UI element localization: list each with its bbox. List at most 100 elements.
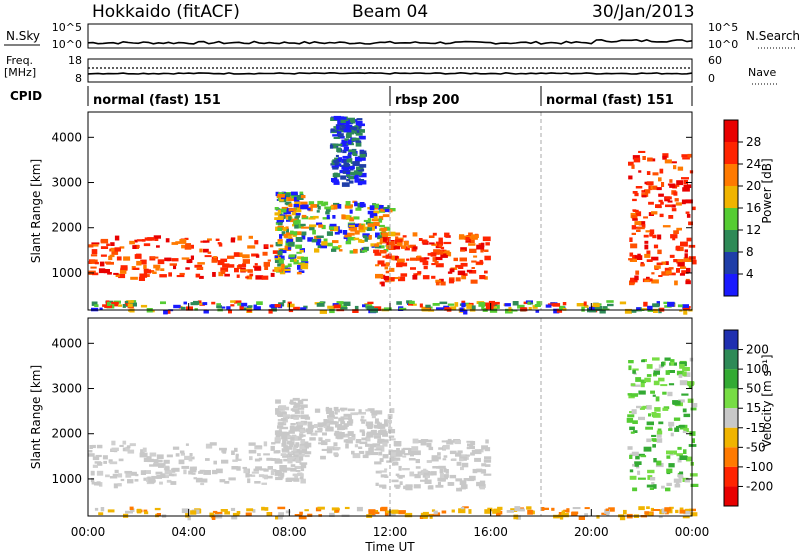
data-cell (488, 300, 495, 306)
data-cell (236, 466, 241, 471)
data-cell (584, 513, 588, 517)
data-cell (384, 510, 390, 516)
data-cell (677, 259, 683, 263)
data-cell (280, 426, 289, 430)
data-cell (469, 239, 475, 243)
data-cell (443, 474, 449, 478)
data-cell (335, 509, 340, 513)
data-cell (484, 249, 489, 252)
data-cell (118, 304, 123, 307)
data-cell (440, 473, 444, 476)
data-cell (632, 420, 638, 424)
colorbar-swatch (724, 427, 738, 448)
data-cell (460, 506, 465, 510)
data-cell (380, 429, 387, 432)
data-cell (647, 305, 653, 310)
data-cell (351, 120, 356, 124)
data-cell (203, 240, 210, 243)
data-cell (326, 242, 333, 247)
data-cell (656, 433, 662, 438)
data-cell (292, 447, 297, 452)
data-cell (556, 308, 563, 313)
data-cell (419, 257, 427, 263)
data-cell (421, 512, 429, 518)
data-cell (340, 307, 348, 310)
data-cell (140, 449, 145, 454)
data-cell (682, 187, 690, 192)
data-cell (113, 272, 119, 275)
data-cell (653, 244, 659, 249)
data-cell (256, 301, 263, 305)
data-cell (380, 446, 385, 452)
data-cell (299, 191, 304, 196)
data-cell (545, 304, 552, 308)
data-cell (420, 479, 426, 482)
data-cell (644, 240, 649, 244)
data-cell (147, 476, 151, 479)
data-cell (344, 138, 350, 141)
data-cell (217, 260, 225, 266)
data-cell (360, 203, 366, 208)
data-cell (466, 440, 474, 443)
data-cell (199, 469, 205, 472)
data-cell (295, 212, 301, 216)
y-tick-label: 1000 (51, 266, 82, 280)
data-cell (105, 474, 110, 478)
data-cell (410, 257, 418, 261)
data-cell (307, 237, 314, 242)
data-cell (629, 411, 634, 414)
colorbar-swatch (724, 230, 738, 252)
data-cell (204, 255, 212, 258)
data-cell (365, 409, 370, 412)
data-cell (652, 185, 657, 190)
data-cell (687, 184, 692, 188)
data-cell (380, 423, 389, 427)
data-cell (103, 460, 107, 464)
data-cell (360, 239, 365, 243)
data-cell (212, 469, 218, 475)
data-cell (94, 481, 100, 486)
data-cell (271, 458, 276, 461)
data-cell (683, 309, 688, 315)
data-cell (387, 420, 392, 424)
data-cell (379, 470, 387, 473)
data-cell (430, 471, 437, 476)
data-cell (365, 443, 370, 447)
data-cell (388, 241, 395, 246)
data-cell (367, 408, 375, 412)
data-cell (279, 465, 287, 470)
data-cell (332, 246, 341, 250)
data-cell (647, 309, 655, 312)
data-cell (476, 468, 483, 473)
data-cell (667, 301, 675, 307)
data-cell (683, 428, 689, 433)
data-cell (275, 476, 283, 481)
data-cell (333, 433, 342, 436)
data-cell (153, 264, 161, 269)
data-cell (309, 225, 315, 231)
data-cell (282, 300, 286, 303)
data-cell (373, 210, 380, 214)
data-cell (125, 510, 133, 514)
data-cell (664, 507, 671, 512)
data-cell (227, 264, 235, 268)
data-cell (185, 512, 190, 518)
velocity-ylabel: Slant Range [km] (29, 365, 43, 469)
data-cell (325, 419, 333, 424)
data-cell (288, 445, 292, 449)
data-cell (183, 469, 187, 475)
colorbar-swatch (724, 369, 738, 389)
data-cell (435, 279, 442, 283)
data-cell (275, 399, 281, 404)
data-cell (414, 473, 421, 479)
data-cell (119, 270, 127, 274)
data-cell (356, 506, 363, 512)
data-cell (412, 438, 419, 444)
data-cell (348, 414, 352, 420)
data-cell (456, 487, 462, 492)
data-cell (431, 509, 436, 512)
data-cell (481, 463, 487, 467)
data-cell (125, 300, 129, 304)
colorbar-tick-label: 4 (746, 267, 754, 281)
